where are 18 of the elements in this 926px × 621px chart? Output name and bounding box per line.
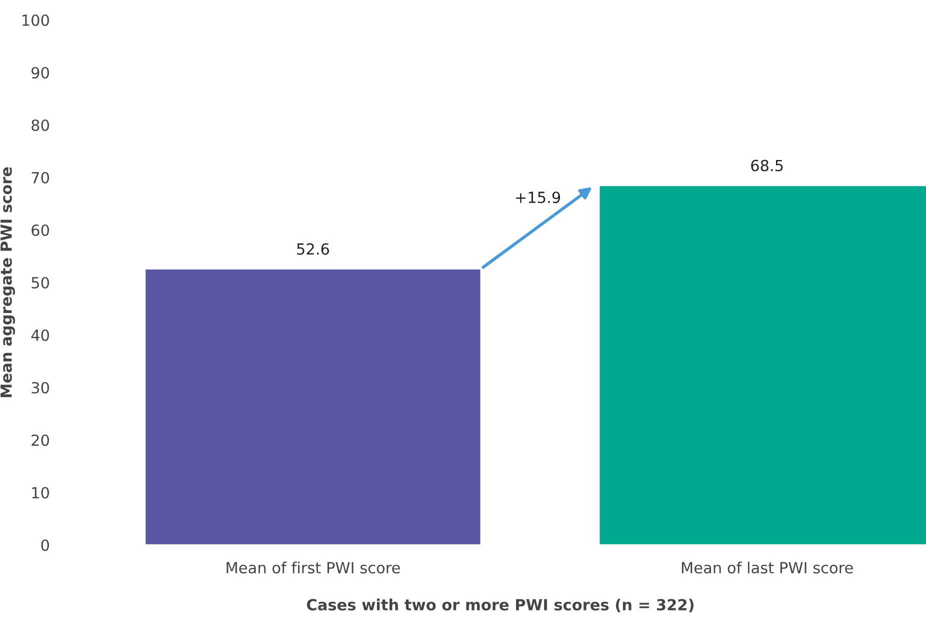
y-tick-label: 10 (32, 486, 49, 499)
y-tick-label: 0 (41, 539, 49, 552)
y-tick-label: 40 (31, 329, 49, 342)
annotation: +15.9 (516, 192, 560, 204)
y-tick-label: 60 (32, 224, 49, 236)
data-label: 52.6 (297, 243, 329, 255)
x-tick-label: Mean of last PWI score (682, 562, 853, 574)
y-tick-label: 50 (32, 276, 49, 289)
x-axis-title: Cases with two or more PWI scores (n = 322) (306, 598, 694, 612)
y-tick-label: 100 (22, 14, 49, 26)
y-tick-label: 80 (32, 119, 49, 132)
y-tick-label: 70 (32, 172, 49, 184)
y-tick-label: 20 (32, 434, 49, 446)
y-tick-label: 30 (32, 382, 49, 394)
x-tick-label: Mean of first PWI score (226, 562, 400, 574)
y-tick-label: 90 (32, 66, 49, 79)
y-axis-title: Mean aggregate PWI score (0, 167, 15, 398)
data-label: 68.5 (751, 160, 783, 172)
